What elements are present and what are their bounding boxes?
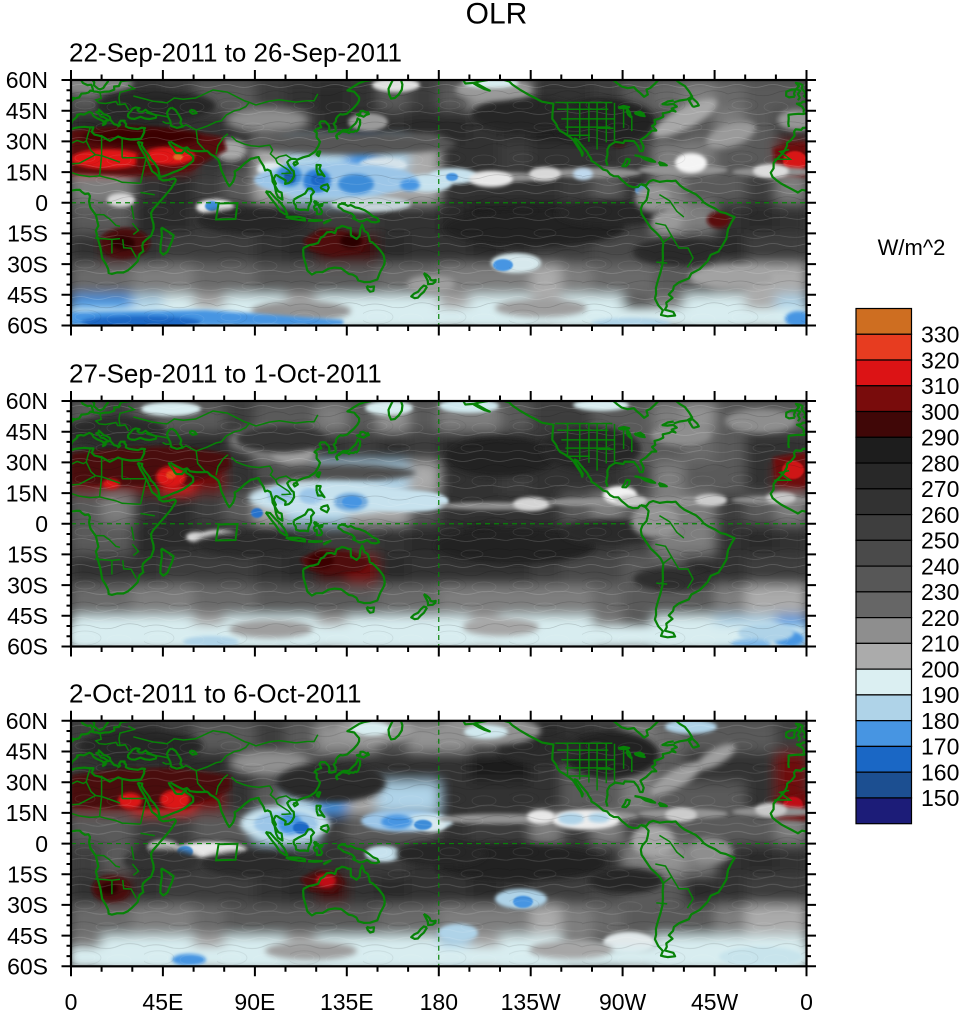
svg-text:0: 0 xyxy=(65,989,78,1013)
svg-text:330: 330 xyxy=(921,322,959,348)
svg-text:90E: 90E xyxy=(234,989,275,1013)
svg-text:15S: 15S xyxy=(7,542,48,568)
svg-text:60S: 60S xyxy=(7,313,48,339)
svg-text:0: 0 xyxy=(35,831,48,857)
svg-text:60N: 60N xyxy=(6,708,48,734)
svg-text:0: 0 xyxy=(35,190,48,216)
svg-text:45S: 45S xyxy=(7,282,48,308)
svg-text:30S: 30S xyxy=(7,572,48,598)
svg-text:300: 300 xyxy=(921,399,959,425)
svg-text:0: 0 xyxy=(800,989,813,1013)
svg-text:30S: 30S xyxy=(7,892,48,918)
svg-text:OLR: OLR xyxy=(466,0,528,31)
svg-text:45S: 45S xyxy=(7,923,48,949)
svg-text:45E: 45E xyxy=(142,989,183,1013)
svg-text:15N: 15N xyxy=(6,800,48,826)
svg-text:2-Oct-2011 to 6-Oct-2011: 2-Oct-2011 to 6-Oct-2011 xyxy=(69,678,361,708)
svg-text:45N: 45N xyxy=(6,98,48,124)
svg-text:135W: 135W xyxy=(501,989,561,1013)
svg-text:200: 200 xyxy=(921,656,959,682)
svg-text:180: 180 xyxy=(921,708,959,734)
svg-text:15S: 15S xyxy=(7,861,48,887)
svg-text:310: 310 xyxy=(921,373,959,399)
svg-text:90W: 90W xyxy=(599,989,647,1013)
svg-text:280: 280 xyxy=(921,450,959,476)
svg-text:250: 250 xyxy=(921,528,959,554)
svg-text:45N: 45N xyxy=(6,419,48,445)
svg-text:135E: 135E xyxy=(320,989,374,1013)
svg-text:60N: 60N xyxy=(6,388,48,414)
svg-text:160: 160 xyxy=(921,760,959,786)
svg-text:260: 260 xyxy=(921,502,959,528)
svg-text:230: 230 xyxy=(921,579,959,605)
svg-text:220: 220 xyxy=(921,605,959,631)
svg-text:30N: 30N xyxy=(6,450,48,476)
svg-text:270: 270 xyxy=(921,476,959,502)
svg-text:45W: 45W xyxy=(691,989,739,1013)
svg-text:170: 170 xyxy=(921,734,959,760)
svg-text:60N: 60N xyxy=(6,67,48,93)
svg-text:22-Sep-2011 to 26-Sep-2011: 22-Sep-2011 to 26-Sep-2011 xyxy=(69,38,402,68)
svg-text:240: 240 xyxy=(921,553,959,579)
svg-text:290: 290 xyxy=(921,425,959,451)
svg-text:15N: 15N xyxy=(6,159,48,185)
svg-text:150: 150 xyxy=(921,785,959,811)
svg-text:0: 0 xyxy=(35,511,48,537)
svg-text:190: 190 xyxy=(921,682,959,708)
svg-text:210: 210 xyxy=(921,631,959,657)
svg-text:15S: 15S xyxy=(7,221,48,247)
svg-text:27-Sep-2011 to 1-Oct-2011: 27-Sep-2011 to 1-Oct-2011 xyxy=(69,359,382,389)
svg-text:30S: 30S xyxy=(7,251,48,277)
svg-text:180: 180 xyxy=(420,989,458,1013)
svg-text:60S: 60S xyxy=(7,954,48,980)
svg-text:15N: 15N xyxy=(6,480,48,506)
svg-text:45N: 45N xyxy=(6,739,48,765)
svg-text:320: 320 xyxy=(921,347,959,373)
svg-text:30N: 30N xyxy=(6,769,48,795)
svg-text:W/m^2: W/m^2 xyxy=(878,235,946,260)
svg-text:60S: 60S xyxy=(7,634,48,660)
svg-text:45S: 45S xyxy=(7,603,48,629)
svg-text:30N: 30N xyxy=(6,129,48,155)
